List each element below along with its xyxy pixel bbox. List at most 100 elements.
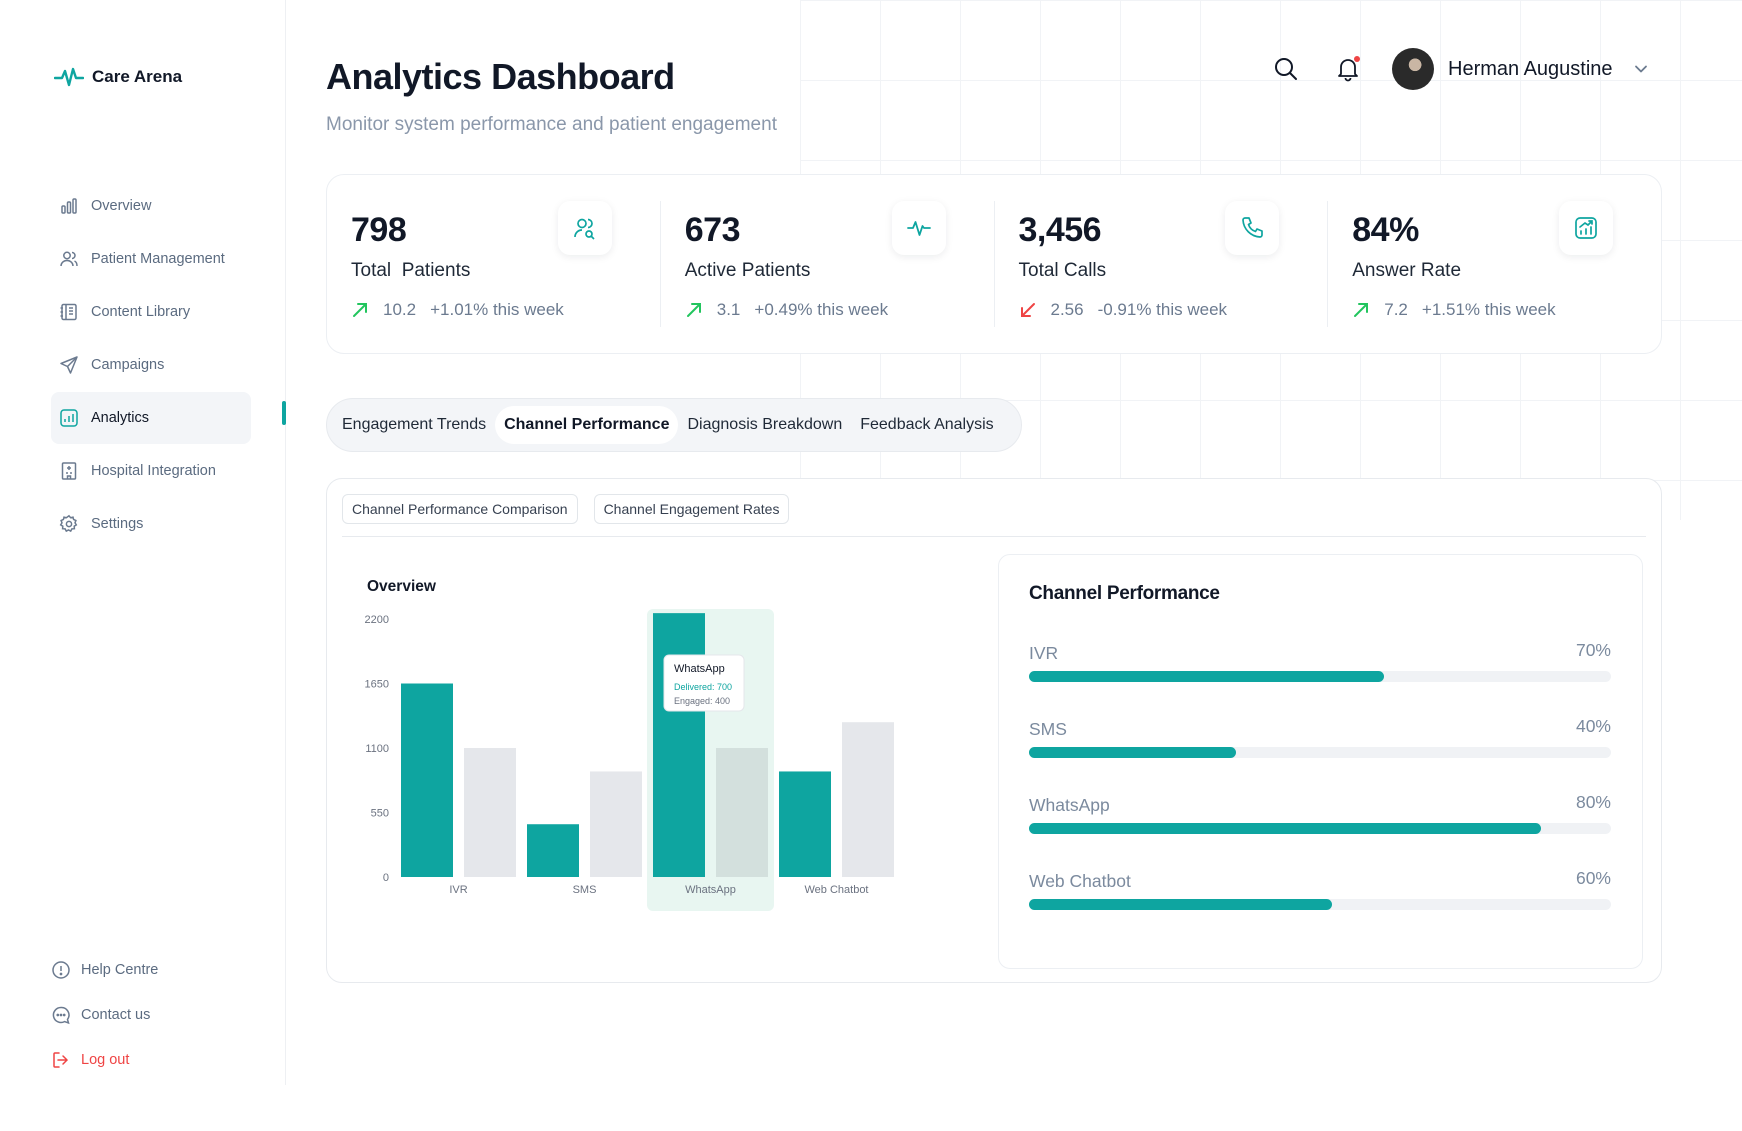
tab-diagnosis-breakdown[interactable]: Diagnosis Breakdown — [687, 416, 843, 433]
page-subtitle: Monitor system performance and patient e… — [326, 114, 777, 135]
stat-change-text: -0.91% this week — [1097, 300, 1228, 319]
notification-dot — [1354, 56, 1360, 62]
y-tick-label: 1100 — [365, 743, 389, 755]
overview-bar-chart: 2200 1650 1100 550 0 IVR SMS WhatsApp Web Chatbo… — [365, 609, 894, 911]
logout-icon — [53, 1051, 69, 1068]
stat-icon — [1559, 201, 1613, 255]
users-icon — [573, 218, 595, 240]
stat-delta: 7.2 — [1384, 300, 1408, 319]
x-tick-label: IVR — [449, 884, 467, 896]
info-icon — [52, 960, 70, 979]
stat-icon — [557, 201, 612, 255]
bar-engaged-sms — [590, 771, 642, 877]
sidebar-item-label: Overview — [91, 198, 152, 214]
y-tick-label: 550 — [371, 808, 389, 820]
chip-channel-performance-comparison[interactable]: Channel Performance Comparison — [342, 494, 578, 524]
trend-up-icon — [353, 303, 367, 317]
perf-percent: 40% — [1575, 716, 1611, 736]
stat-change-text: +0.49% this week — [754, 300, 889, 319]
sidebar-item-content-library[interactable]: Content Library — [51, 286, 251, 338]
hospital-icon — [61, 462, 77, 480]
stat-change-text: +1.01% this week — [430, 300, 564, 319]
stat-icon — [891, 201, 946, 255]
stat-total-calls: 3,456 Total Calls 2.56 -0.91% this week — [995, 201, 1329, 327]
x-tick-label: SMS — [573, 884, 597, 896]
tab-channel-performance[interactable]: Channel Performance — [495, 406, 679, 444]
help-centre-link[interactable]: Help Centre — [51, 947, 251, 992]
bar-delivered-ivr — [401, 683, 453, 877]
search-icon — [1275, 58, 1297, 80]
logo-pulse-icon — [54, 67, 84, 87]
progress-track — [1029, 899, 1611, 910]
sidebar-bottom-nav: Help Centre Contact us Log out — [51, 947, 251, 1082]
trend-down-icon — [1020, 303, 1035, 317]
logo[interactable]: Care Arena — [54, 66, 182, 88]
chip-channel-engagement-rates[interactable]: Channel Engagement Rates — [593, 494, 790, 524]
progress-track — [1029, 747, 1611, 758]
sidebar-item-hospital-integration[interactable]: Hospital Integration — [51, 445, 251, 497]
pulse-icon — [906, 221, 931, 236]
tooltip-title: WhatsApp — [674, 663, 725, 675]
send-icon — [60, 356, 78, 374]
analytics-icon — [60, 409, 78, 427]
progress-fill — [1029, 747, 1236, 758]
search-button[interactable] — [1270, 53, 1302, 85]
perf-percent: 80% — [1575, 792, 1611, 812]
x-tick-label: WhatsApp — [685, 884, 736, 896]
logout-button[interactable]: Log out — [51, 1037, 251, 1082]
sidebar-item-label: Analytics — [91, 410, 150, 426]
stat-value: 798 — [351, 211, 407, 249]
bar-delivered-whatsapp — [653, 613, 705, 877]
avatar[interactable] — [1392, 48, 1434, 90]
help-centre-label: Help Centre — [81, 961, 159, 978]
sidebar-item-settings[interactable]: Settings — [51, 498, 251, 550]
sidebar-item-analytics[interactable]: Analytics — [51, 392, 251, 444]
app-name: Care Arena — [92, 67, 183, 86]
chat-icon — [52, 1006, 70, 1024]
trend-up-icon — [1354, 303, 1369, 317]
channel-performance-title: Channel Performance — [1029, 583, 1220, 604]
phone-icon — [1242, 217, 1264, 238]
chart-up-icon — [1575, 217, 1597, 239]
stat-value: 673 — [684, 211, 741, 249]
sidebar-item-overview[interactable]: Overview — [51, 180, 251, 232]
header-actions: Herman Augustine — [1270, 48, 1651, 90]
analytics-tabs: Engagement Trends Channel Performance Di… — [326, 398, 1022, 452]
bell-icon — [1338, 59, 1358, 82]
y-tick-label: 0 — [383, 872, 389, 884]
tooltip-engaged: Engaged: 400 — [674, 696, 730, 706]
channel-performance-panel: Channel Performance Comparison Channel E… — [326, 478, 1662, 983]
bar-engaged-ivr — [464, 748, 516, 877]
stat-icon — [1225, 201, 1280, 255]
users-icon — [60, 251, 78, 267]
sidebar-item-label: Settings — [91, 516, 144, 532]
bar-engaged-web-chatbot — [842, 722, 894, 877]
stat-delta: 2.56 — [1050, 300, 1084, 319]
sidebar-item-patient-management[interactable]: Patient Management — [51, 233, 251, 285]
stat-value: 84% — [1352, 211, 1419, 249]
stat-change: 7.2 +1.51% this week — [1352, 300, 1637, 320]
sidebar-item-label: Campaigns — [91, 357, 165, 373]
tab-feedback-analysis[interactable]: Feedback Analysis — [860, 416, 994, 433]
progress-fill — [1029, 899, 1332, 910]
perf-percent: 60% — [1575, 868, 1611, 888]
user-name[interactable]: Herman Augustine — [1448, 57, 1613, 80]
y-tick-label: 2200 — [365, 614, 389, 626]
page-title: Analytics Dashboard — [326, 56, 675, 97]
stat-change: 3.1 +0.49% this week — [685, 300, 970, 320]
notifications-button[interactable] — [1332, 53, 1364, 85]
gear-icon — [59, 514, 78, 533]
perf-row-whatsapp: WhatsApp 80% — [1029, 792, 1611, 871]
bar-engaged-whatsapp — [716, 748, 768, 877]
perf-percent: 70% — [1575, 640, 1611, 660]
bar-chart-icon — [61, 198, 77, 214]
sidebar-item-campaigns[interactable]: Campaigns — [51, 339, 251, 391]
tab-engagement-trends[interactable]: Engagement Trends — [342, 416, 487, 433]
contact-us-link[interactable]: Contact us — [51, 992, 251, 1037]
chevron-down-icon[interactable] — [1631, 59, 1651, 79]
trend-up-icon — [686, 303, 701, 317]
stat-answer-rate: 84% Answer Rate 7.2 +1.51% this week — [1328, 201, 1661, 327]
stat-label: Answer Rate — [1352, 260, 1462, 281]
progress-fill — [1029, 671, 1385, 682]
channel-performance-list: IVR 70% SMS 40% WhatsApp 80% Web Chatbot… — [1029, 640, 1611, 947]
